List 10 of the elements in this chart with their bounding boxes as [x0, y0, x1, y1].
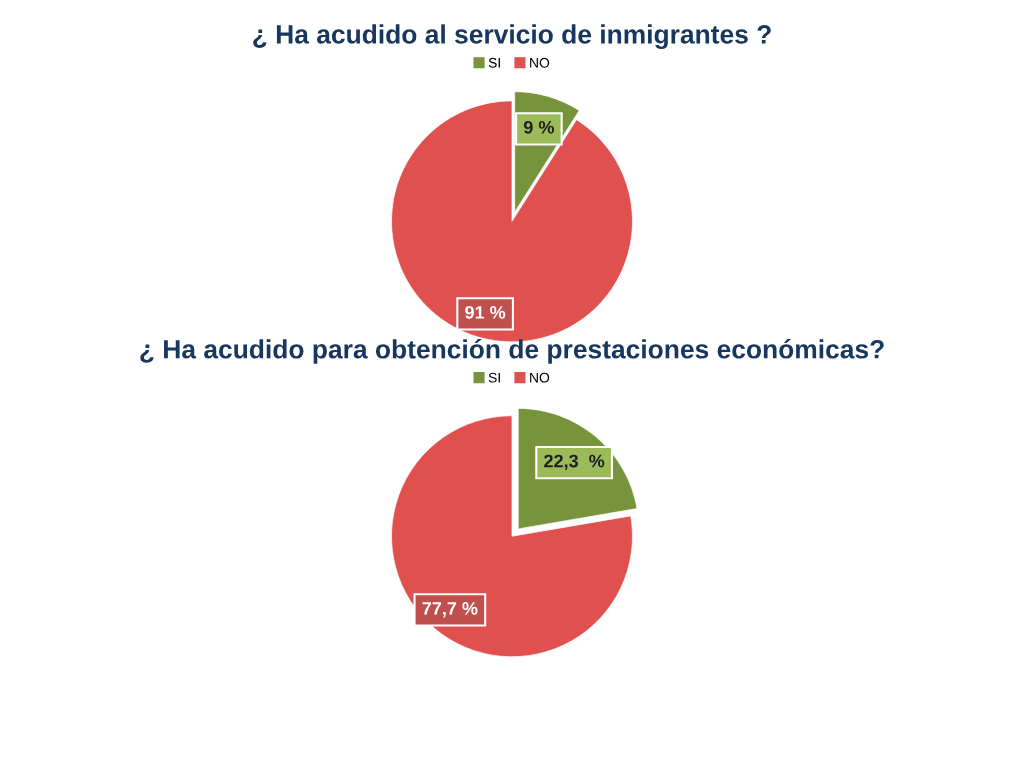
legend-label: SI	[488, 372, 500, 383]
chart-title: ¿ Ha acudido al servicio de inmigrantes ?	[253, 24, 771, 50]
data-label: 91 %	[465, 305, 506, 319]
data-label: 77,7 %	[422, 602, 478, 618]
data-label: 22,3 %	[544, 454, 605, 471]
legend-label: SI	[488, 57, 500, 68]
legend-label: NO	[530, 372, 550, 383]
legend-label: NO	[530, 57, 550, 68]
data-label: 9 %	[523, 120, 554, 134]
chart-title: ¿ Ha acudido para obtención de prestaciones económicas?	[140, 338, 884, 364]
